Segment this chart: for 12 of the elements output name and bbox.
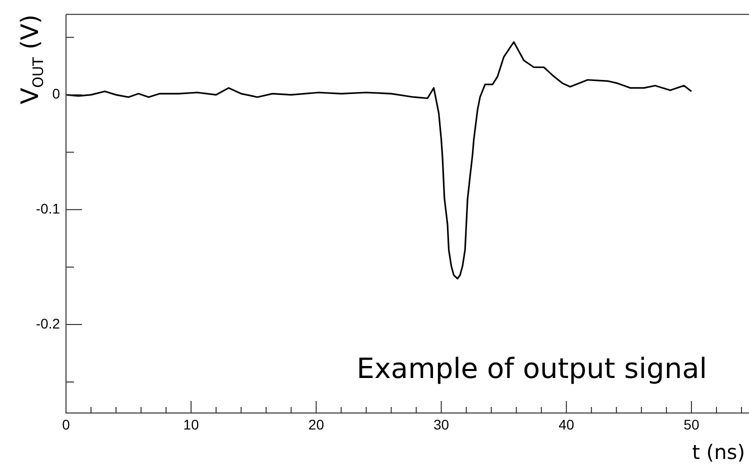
x-tick-label: 20 (308, 416, 324, 432)
y-tick-label: 0 (52, 86, 60, 102)
annotation: Example of output signal (356, 352, 707, 385)
y-tick-label: -0.1 (36, 200, 60, 217)
x-tick-label: 10 (183, 416, 200, 432)
y-axis-title: VOUT (V) (16, 14, 47, 104)
x-tick-label: 50 (684, 416, 700, 432)
y-tick-label: -0.2 (36, 315, 60, 332)
x-axis-title: t (ns) (692, 440, 746, 464)
x-tick-label: 0 (62, 416, 70, 432)
x-tick-label: 30 (433, 416, 450, 432)
x-tick-label: 40 (558, 416, 574, 432)
